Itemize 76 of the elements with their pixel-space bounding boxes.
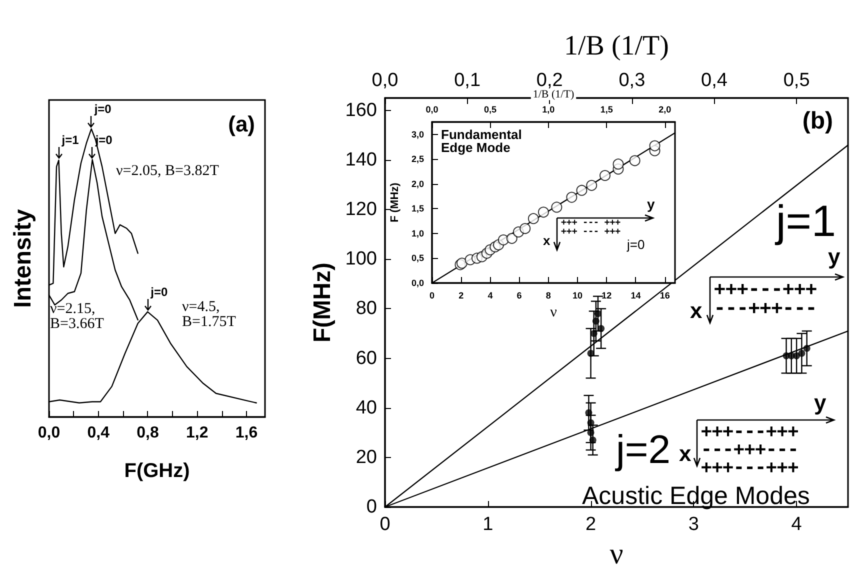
x-axis-title: ν bbox=[550, 304, 558, 320]
x-tick-label: 1,6 bbox=[235, 424, 258, 442]
x-tick-label: 6 bbox=[516, 290, 522, 300]
annotation: Acustic Edge Modes bbox=[582, 482, 810, 510]
annotation: x bbox=[679, 441, 692, 466]
y-tick-label: 2,0 bbox=[411, 178, 424, 189]
x2-tick-label: 0,0 bbox=[372, 70, 398, 91]
y-tick-label: 80 bbox=[356, 298, 377, 320]
x2-tick-label: 2,0 bbox=[658, 104, 672, 114]
x-tick-label: 2 bbox=[585, 514, 596, 535]
annotation: +++ --- +++ +++ --- +++ bbox=[561, 218, 621, 237]
x-tick-label: 4 bbox=[488, 290, 493, 300]
y-tick-label: 60 bbox=[356, 348, 377, 369]
annotation: +++---+++ ---+++--- bbox=[714, 278, 817, 319]
annotation: y bbox=[647, 196, 655, 212]
y-tick-label: 160 bbox=[345, 100, 377, 121]
chart-title: (b) bbox=[802, 108, 834, 134]
annotation: y bbox=[814, 390, 826, 415]
annotation: y bbox=[828, 244, 840, 269]
annotation: x bbox=[690, 298, 702, 323]
annotation: j=0 bbox=[150, 284, 168, 299]
annotation: j=0 bbox=[627, 237, 645, 252]
x2-axis-title: 1/B (1/T) bbox=[532, 88, 574, 101]
x-tick-label: 0,0 bbox=[38, 424, 60, 442]
x-tick-label: 1 bbox=[482, 514, 494, 535]
x-axis-title: F(GHz) bbox=[124, 460, 190, 482]
x2-tick-label: 0,4 bbox=[701, 70, 728, 91]
x-tick-label: 8 bbox=[546, 290, 551, 300]
y-tick-label: 100 bbox=[345, 248, 377, 270]
y-tick-label: 0,5 bbox=[411, 253, 424, 264]
x-tick-label: 16 bbox=[660, 290, 670, 300]
y-tick-label: 2,5 bbox=[411, 154, 424, 164]
annotation: j=1 bbox=[776, 197, 836, 246]
x-tick-label: 0 bbox=[429, 290, 435, 300]
y-axis-title: F (MHz) bbox=[389, 182, 402, 222]
x-axis-title: ν bbox=[610, 537, 624, 569]
x-tick-label: 2 bbox=[458, 290, 464, 300]
y-tick-label: 40 bbox=[356, 397, 377, 418]
annotation: x bbox=[543, 233, 550, 248]
x2-tick-label: 0,3 bbox=[618, 70, 646, 91]
x-tick-label: 10 bbox=[572, 290, 583, 300]
annotation: ν=2.05, B=3.82T bbox=[116, 163, 219, 179]
annotation: j=2 bbox=[616, 428, 670, 472]
y-tick-label: 1,0 bbox=[411, 228, 424, 238]
x-tick-label: 3 bbox=[688, 514, 699, 535]
x2-tick-label: 0,2 bbox=[536, 70, 563, 91]
x-tick-label: 0,4 bbox=[87, 424, 110, 442]
annotation: j=0 bbox=[94, 102, 112, 116]
chart-title: (a) bbox=[228, 112, 256, 136]
x-tick-label: 0 bbox=[380, 514, 390, 535]
y-axis-title: F(MHz) bbox=[308, 262, 336, 342]
annotation: ν=2.15, B=3.66T bbox=[50, 301, 104, 332]
x-tick-label: 14 bbox=[630, 290, 641, 300]
x-tick-label: 12 bbox=[602, 290, 612, 300]
y-tick-label: 140 bbox=[345, 149, 377, 170]
annotation: j=1 bbox=[62, 133, 79, 148]
annotation: Fundamental Edge Mode bbox=[441, 127, 522, 155]
x2-tick-label: 1,5 bbox=[600, 104, 613, 114]
x2-tick-label: 0,5 bbox=[484, 104, 496, 114]
x2-tick-label: 0,0 bbox=[426, 104, 438, 114]
y-tick-label: 1,5 bbox=[411, 204, 424, 214]
x2-axis-title: 1/B (1/T) bbox=[564, 30, 669, 62]
y-tick-label: 0,0 bbox=[411, 278, 424, 288]
x-tick-label: 4 bbox=[791, 514, 802, 535]
x2-tick-label: 1,0 bbox=[542, 104, 555, 114]
annotation: +++---+++ ---+++--- +++---+++ bbox=[701, 421, 799, 478]
y-tick-label: 20 bbox=[356, 446, 377, 468]
x-tick-label: 0,8 bbox=[136, 424, 159, 442]
x-tick-label: 1,2 bbox=[186, 424, 208, 442]
x2-tick-label: 0,5 bbox=[783, 70, 810, 91]
y-tick-label: 0 bbox=[366, 496, 377, 518]
annotation: ν=4.5, B=1.75T bbox=[182, 299, 236, 330]
y-tick-label: 120 bbox=[345, 199, 377, 220]
y-tick-label: 3,0 bbox=[411, 129, 424, 140]
x2-tick-label: 0,1 bbox=[454, 70, 481, 91]
y-axis-title: Intensity bbox=[10, 208, 36, 308]
